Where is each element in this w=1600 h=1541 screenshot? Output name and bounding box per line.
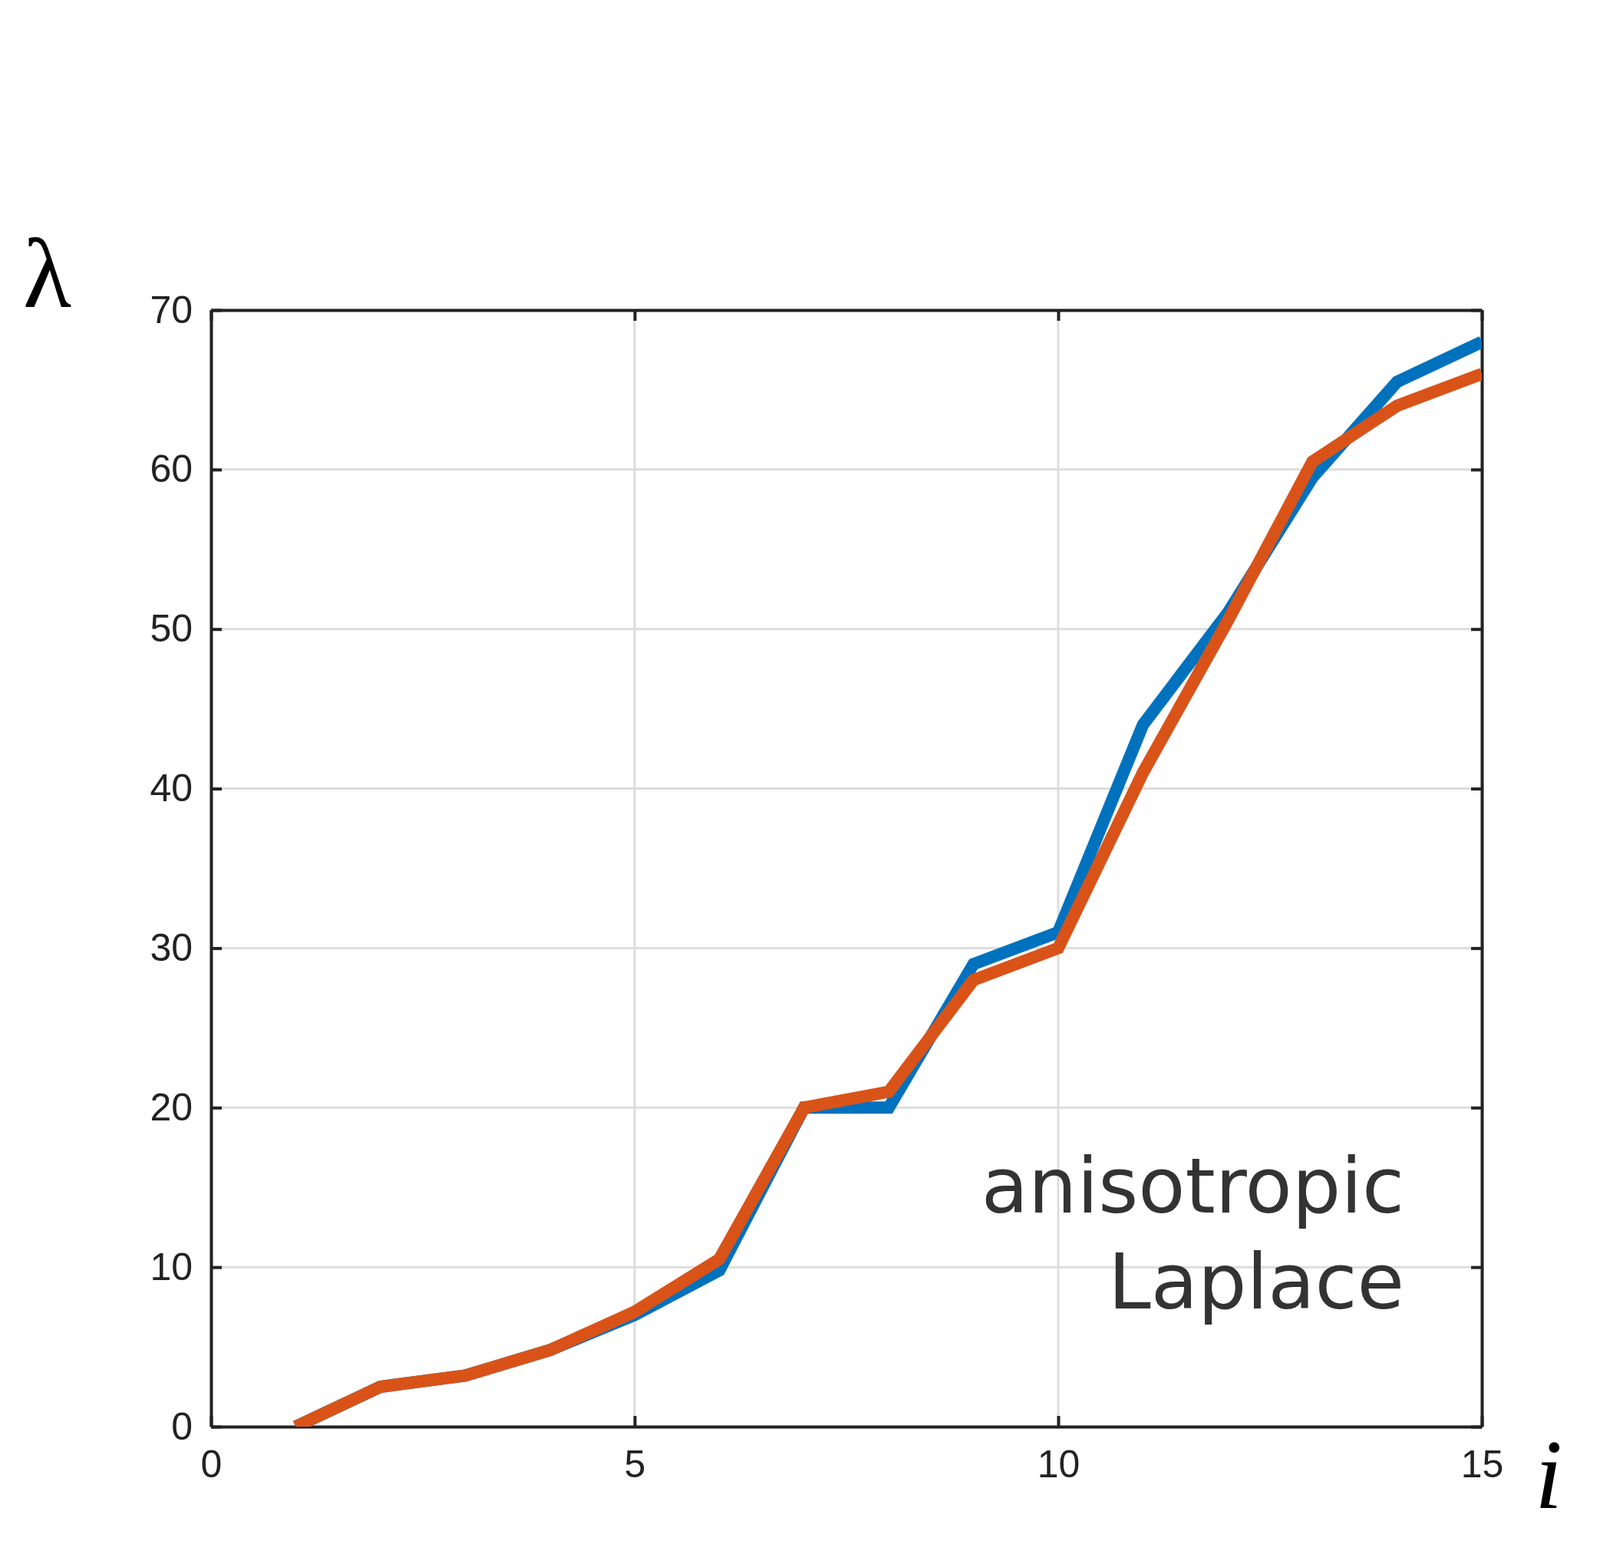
tick-mark	[1471, 468, 1482, 472]
tick-label: 50	[149, 607, 193, 650]
tick-mark	[1471, 1106, 1482, 1110]
tick-mark	[211, 627, 222, 631]
tick-label: 10	[1037, 1442, 1081, 1486]
tick	[1471, 788, 1482, 790]
tick	[1471, 469, 1482, 471]
axis-line	[1481, 310, 1485, 1428]
tick: 70	[149, 288, 222, 332]
tick-mark	[1471, 946, 1482, 951]
tick	[1471, 629, 1482, 631]
tick-label: 5	[624, 1442, 647, 1486]
tick-mark	[1057, 310, 1061, 321]
tick-mark	[633, 1415, 637, 1427]
tick-label: 60	[149, 447, 193, 491]
tick-mark	[211, 787, 222, 791]
tick-label: 20	[149, 1085, 193, 1129]
grid-line	[211, 468, 1482, 471]
tick	[1471, 310, 1482, 311]
tick: 0	[171, 1405, 222, 1449]
series-line	[295, 342, 1482, 1427]
tick	[1471, 1426, 1482, 1428]
tick-label: 0	[201, 1442, 223, 1486]
tick	[1471, 1266, 1482, 1268]
tick-mark	[211, 1106, 222, 1110]
axis: 0 5 10 15	[201, 1415, 1505, 1486]
tick-mark	[1471, 309, 1482, 313]
tick	[1058, 310, 1059, 321]
tick: 0	[201, 1415, 223, 1486]
tick-mark	[211, 946, 222, 951]
tick-mark	[633, 310, 637, 321]
axis-line	[211, 309, 1483, 313]
grid-line	[211, 787, 1482, 790]
grid-line	[1057, 310, 1060, 1427]
y-axis-title: λ	[23, 217, 72, 329]
tick: 10	[149, 1245, 222, 1289]
tick-label: 10	[149, 1245, 193, 1289]
tick-mark	[211, 1425, 222, 1429]
grid-line	[211, 309, 1482, 312]
tick-mark	[1471, 627, 1482, 631]
tick-label: 70	[149, 288, 193, 332]
tick-label: 0	[171, 1405, 193, 1449]
lines	[295, 342, 1482, 1427]
axis	[211, 310, 1483, 321]
tick: 20	[149, 1085, 222, 1129]
axis: 0 10 20 30 40 50 60 70	[149, 288, 222, 1449]
grid-line	[211, 1425, 1482, 1429]
tick: 40	[149, 766, 222, 810]
axis-line	[210, 310, 214, 1428]
annotation: anisotropicLaplace	[981, 1141, 1405, 1327]
tick	[1471, 1107, 1482, 1109]
grid-line	[633, 310, 637, 1427]
tick-label: 15	[1461, 1442, 1505, 1486]
grid	[211, 310, 1482, 1427]
grid-line	[211, 946, 1482, 950]
tick	[634, 310, 636, 321]
tick-label: 30	[149, 926, 193, 970]
tick: 50	[149, 607, 222, 650]
grid-line	[210, 310, 213, 1427]
tick-mark	[1471, 1425, 1482, 1429]
chart: 0 5 10 15 0 10 20 30 40 50 60 70 λ i anisotropicLaplac…	[0, 0, 1600, 1541]
tick	[1471, 947, 1482, 949]
grid-line	[211, 627, 1482, 631]
tick-mark	[211, 309, 222, 313]
axis	[1471, 310, 1483, 1428]
tick: 60	[149, 447, 222, 491]
tick-mark	[1471, 787, 1482, 791]
series-line	[295, 373, 1482, 1427]
tick-mark	[211, 468, 222, 472]
tick-label: 40	[149, 766, 193, 810]
axis-line	[211, 1425, 1483, 1429]
tick: 5	[624, 1415, 647, 1486]
tick-mark	[1471, 1266, 1482, 1270]
tick-mark	[211, 1266, 222, 1270]
tick-mark	[1057, 1415, 1061, 1427]
tick: 10	[1037, 1415, 1081, 1486]
tick: 30	[149, 926, 222, 970]
grid-line	[1481, 310, 1484, 1427]
x-axis-title: i	[1534, 1418, 1563, 1530]
